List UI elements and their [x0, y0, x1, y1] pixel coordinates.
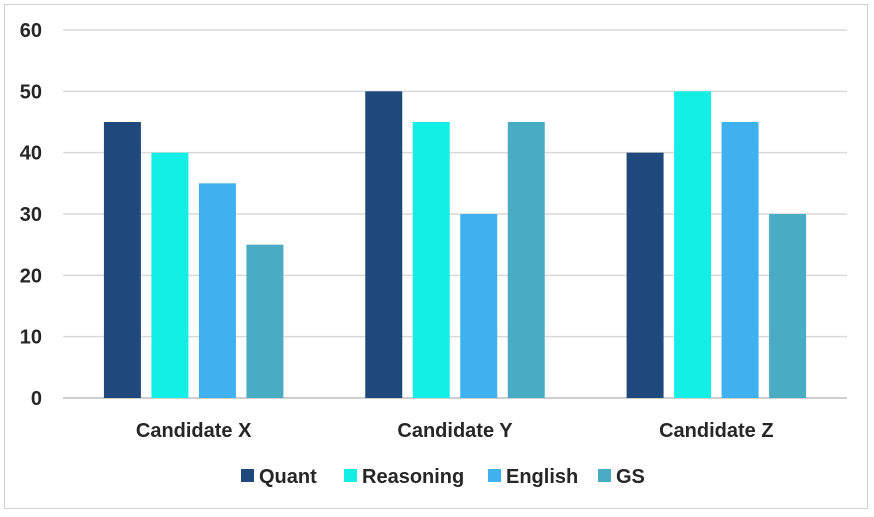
bar-gs-candidate-x [246, 244, 284, 398]
bar-reasoning-candidate-x [151, 152, 189, 398]
bar-gs-candidate-z [769, 214, 807, 398]
bar-reasoning-candidate-z [674, 91, 712, 398]
legend-swatch-gs [598, 469, 611, 482]
x-category-label: Candidate Z [659, 420, 773, 442]
bar-gs-candidate-y [507, 122, 545, 398]
legend-swatch-quant [241, 469, 254, 482]
y-tick-label: 40 [20, 143, 42, 165]
gridlines [63, 29, 847, 399]
legend: Quant Reasoning English GS [241, 466, 645, 488]
y-tick-label: 50 [20, 81, 42, 103]
bar-english-candidate-z [721, 122, 759, 398]
bar-quant-candidate-z [626, 152, 664, 398]
y-axis-ticks: 0 10 20 30 40 50 60 [20, 20, 42, 410]
y-tick-label: 20 [20, 265, 42, 287]
legend-swatch-english [488, 469, 501, 482]
x-category-label: Candidate X [136, 420, 252, 442]
legend-label-reasoning: Reasoning [362, 466, 464, 488]
bar-english-candidate-y [460, 214, 498, 398]
legend-label-quant: Quant [259, 466, 317, 488]
y-tick-label: 0 [31, 388, 42, 410]
y-tick-label: 10 [20, 327, 42, 349]
bar-english-candidate-x [198, 183, 236, 398]
bar-reasoning-candidate-y [412, 122, 450, 398]
legend-label-gs: GS [616, 466, 645, 488]
bar-quant-candidate-x [103, 122, 141, 398]
y-tick-label: 30 [20, 204, 42, 226]
x-category-label: Candidate Y [397, 420, 513, 442]
bars [103, 91, 807, 398]
y-tick-label: 60 [20, 20, 42, 42]
legend-label-english: English [506, 466, 578, 488]
bar-quant-candidate-y [365, 91, 403, 398]
legend-swatch-reasoning [344, 469, 357, 482]
x-axis-labels: Candidate X Candidate Y Candidate Z [136, 420, 774, 442]
